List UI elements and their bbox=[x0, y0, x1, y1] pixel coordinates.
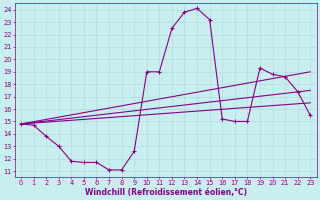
X-axis label: Windchill (Refroidissement éolien,°C): Windchill (Refroidissement éolien,°C) bbox=[84, 188, 247, 197]
